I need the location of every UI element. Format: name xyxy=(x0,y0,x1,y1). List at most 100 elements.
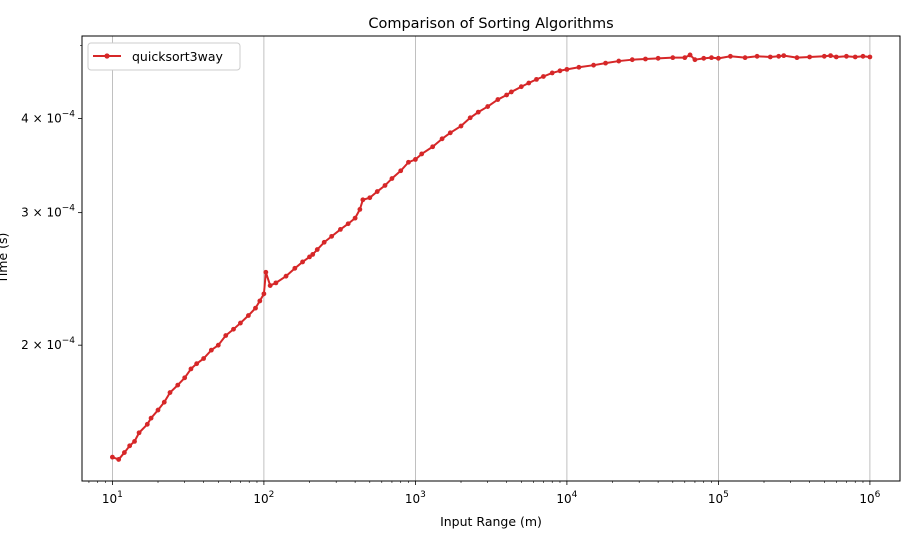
data-point xyxy=(709,55,714,61)
series-line xyxy=(112,53,870,461)
data-point xyxy=(534,76,539,82)
data-point xyxy=(504,92,510,98)
data-point xyxy=(518,84,524,90)
data-point xyxy=(754,53,760,59)
data-point xyxy=(852,54,858,60)
data-point xyxy=(603,60,608,66)
data-point xyxy=(716,55,721,61)
data-point xyxy=(564,66,570,72)
data-point xyxy=(263,269,269,275)
data-point xyxy=(413,157,418,162)
y-tick-label: 3 × 10−4 xyxy=(21,204,75,220)
data-point xyxy=(776,53,782,59)
data-point xyxy=(860,53,866,59)
data-point xyxy=(132,439,137,444)
data-point xyxy=(643,56,648,62)
data-point xyxy=(238,320,243,326)
data-point xyxy=(828,53,833,59)
data-point xyxy=(257,298,263,304)
data-point xyxy=(161,399,167,405)
data-point xyxy=(253,305,258,311)
data-point xyxy=(136,430,142,436)
x-tick-label: 103 xyxy=(405,490,426,506)
data-point xyxy=(742,55,748,61)
data-point xyxy=(549,70,555,76)
data-point xyxy=(188,366,194,372)
data-point xyxy=(821,53,827,59)
data-point xyxy=(447,130,453,136)
data-point xyxy=(557,68,563,74)
legend-label: quicksort3way xyxy=(132,49,223,64)
data-point xyxy=(352,215,358,221)
data-point xyxy=(419,151,425,157)
data-point xyxy=(701,55,707,61)
x-tick-label: 102 xyxy=(253,490,274,506)
data-point xyxy=(360,197,366,203)
data-point xyxy=(439,136,445,142)
data-point xyxy=(794,55,800,61)
data-point xyxy=(167,390,173,395)
data-point xyxy=(406,159,411,165)
data-point xyxy=(430,144,436,150)
data-point xyxy=(576,64,582,70)
data-point xyxy=(767,54,773,60)
x-tick-label: 106 xyxy=(859,490,880,506)
data-point xyxy=(300,259,305,265)
data-point xyxy=(727,53,733,59)
data-point xyxy=(273,280,279,286)
data-point xyxy=(182,375,188,381)
data-point xyxy=(148,415,154,421)
data-point xyxy=(144,421,150,427)
data-point xyxy=(338,227,343,232)
data-point xyxy=(382,183,388,188)
data-point xyxy=(121,450,127,455)
data-point xyxy=(345,221,351,227)
data-point xyxy=(485,104,491,109)
x-grid xyxy=(112,36,871,481)
x-tick-label: 101 xyxy=(102,490,123,506)
data-point xyxy=(127,443,133,449)
data-point xyxy=(508,89,514,95)
chart-title: Comparison of Sorting Algorithms xyxy=(368,16,613,32)
data-point xyxy=(833,54,839,60)
data-point xyxy=(629,57,635,63)
data-point xyxy=(223,333,229,338)
y-tick-label: 4 × 10−4 xyxy=(21,110,75,126)
series-layer xyxy=(110,52,873,462)
data-point xyxy=(314,247,320,252)
data-point xyxy=(194,361,200,367)
x-tick-label: 105 xyxy=(708,490,729,506)
data-point xyxy=(682,55,688,61)
data-point xyxy=(655,55,661,61)
data-point xyxy=(591,62,596,68)
data-point xyxy=(526,80,532,86)
data-point xyxy=(616,58,622,64)
data-point xyxy=(670,55,676,61)
y-axis-label: Time (s) xyxy=(0,233,10,285)
data-point xyxy=(110,454,115,460)
legend: quicksort3way xyxy=(87,42,241,71)
data-point xyxy=(245,313,251,318)
data-point xyxy=(807,54,813,60)
data-point xyxy=(374,189,380,194)
data-point xyxy=(155,407,161,413)
data-point xyxy=(321,239,327,245)
data-point xyxy=(261,291,267,297)
data-point xyxy=(215,342,221,348)
data-point xyxy=(867,54,873,60)
data-point xyxy=(475,109,481,115)
data-point xyxy=(292,265,298,271)
data-point xyxy=(175,382,181,388)
data-point xyxy=(267,283,273,288)
data-point xyxy=(283,273,289,279)
x-axis-label: Input Range (m) xyxy=(440,514,542,529)
data-point xyxy=(458,123,464,129)
x-tick-label: 104 xyxy=(556,490,577,506)
data-point xyxy=(389,176,395,181)
data-point xyxy=(692,57,698,63)
legend-marker xyxy=(104,53,110,59)
data-point xyxy=(467,115,473,121)
data-point xyxy=(329,233,335,239)
data-point xyxy=(208,347,214,353)
